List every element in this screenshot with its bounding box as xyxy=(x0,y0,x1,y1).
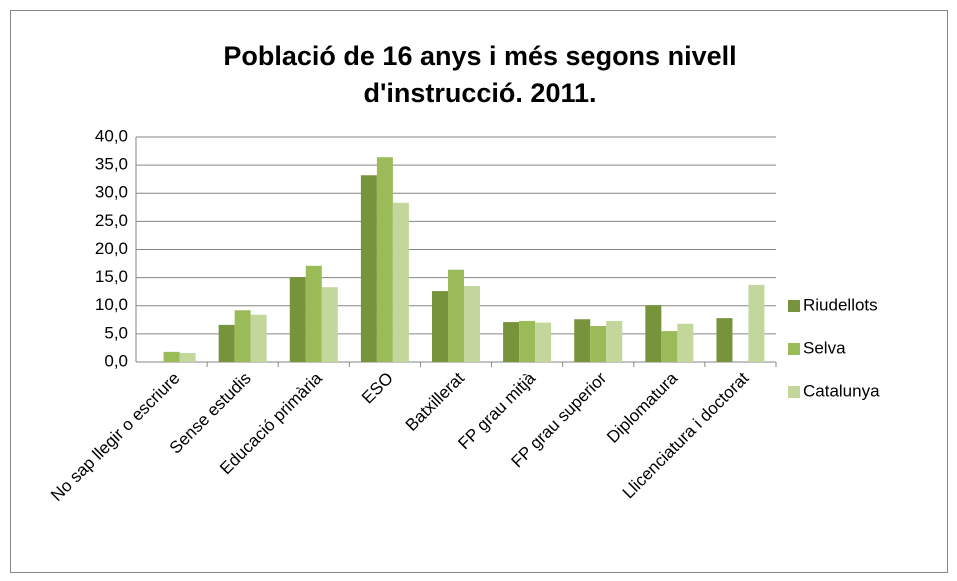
y-tick-label: 40,0 xyxy=(95,126,128,145)
bar xyxy=(645,305,662,362)
legend-swatch xyxy=(788,343,800,355)
bar xyxy=(392,202,409,362)
bar xyxy=(376,157,393,362)
bar xyxy=(250,314,267,362)
y-tick-label: 15,0 xyxy=(95,267,128,286)
y-tick-label: 20,0 xyxy=(95,239,128,258)
y-tick-label: 0,0 xyxy=(104,351,128,370)
y-tick-label: 30,0 xyxy=(95,183,128,202)
chart-title: Població de 16 anys i més segons nivell … xyxy=(223,41,737,108)
y-tick-label: 25,0 xyxy=(95,211,128,230)
bar xyxy=(606,320,623,362)
y-tick-label: 5,0 xyxy=(104,323,128,342)
y-tick-label: 10,0 xyxy=(95,295,128,314)
bar xyxy=(432,291,448,362)
bar xyxy=(360,175,377,362)
bar xyxy=(716,318,733,362)
legend-label: Riudellots xyxy=(803,295,878,314)
bar xyxy=(464,286,480,362)
bar xyxy=(590,326,607,362)
bar xyxy=(305,265,322,362)
bar xyxy=(677,323,694,362)
bar xyxy=(535,322,552,362)
bar xyxy=(163,351,180,362)
y-tick-label: 35,0 xyxy=(95,155,128,174)
bar xyxy=(321,287,338,362)
bar xyxy=(519,320,536,362)
bar xyxy=(289,277,306,362)
bar xyxy=(574,319,591,362)
legend-swatch xyxy=(788,386,800,398)
bar xyxy=(503,322,520,362)
legend-swatch xyxy=(788,300,800,312)
bar xyxy=(234,310,251,362)
bar xyxy=(661,331,678,362)
bar xyxy=(179,353,196,362)
legend-label: Selva xyxy=(803,338,846,357)
bar xyxy=(218,324,235,362)
bar xyxy=(448,269,464,362)
bar xyxy=(748,284,765,362)
legend-label: Catalunya xyxy=(803,381,880,400)
